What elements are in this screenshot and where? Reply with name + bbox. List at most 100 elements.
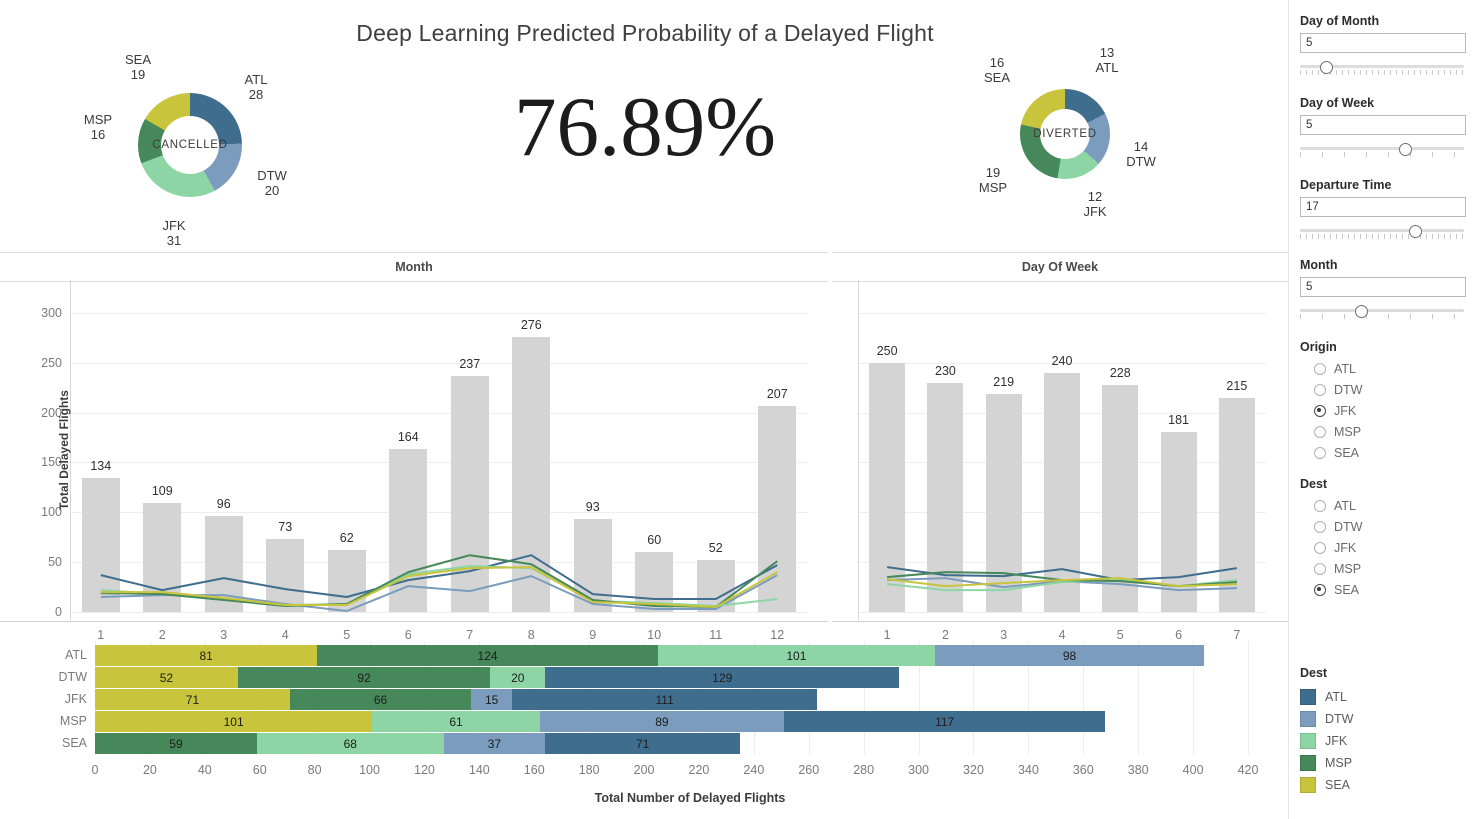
slider-knob[interactable] [1320,61,1333,74]
gridline [70,512,808,514]
donut-ring: DIVERTED [1020,89,1110,179]
gridline [858,612,1266,613]
radio-button[interactable] [1314,446,1326,459]
y-axis-tick: 0 [55,605,62,619]
slider-label: Month [1300,258,1338,272]
stacked-segment-msp[interactable]: 92 [237,667,491,688]
stacked-segment-sea[interactable]: 52 [95,667,238,688]
legend-item-sea[interactable]: SEA [1300,774,1470,796]
x-axis-tick: 5 [343,628,351,642]
radio-option-label: SEA [1334,582,1360,597]
stacked-segment-msp[interactable]: 59 [95,733,257,754]
x-axis-tick: 9 [589,628,597,642]
bar-value-label: 240 [1051,353,1073,368]
slider-value-input[interactable] [1300,197,1466,217]
stacked-segment-dtw[interactable]: 89 [539,711,785,732]
stacked-x-tick: 40 [197,763,212,777]
radio-option-label: DTW [1334,519,1363,534]
radio-button[interactable] [1314,404,1326,417]
stacked-gridline [1193,641,1195,755]
radio-option-dest-msp[interactable]: MSP [1300,558,1470,579]
stacked-x-tick: 100 [359,763,380,777]
stacked-segment-sea[interactable]: 71 [95,689,290,710]
radio-button[interactable] [1314,541,1326,554]
slider-knob[interactable] [1409,225,1422,238]
legend-item-dtw[interactable]: DTW [1300,708,1470,730]
x-axis-line [832,621,1288,622]
stacked-segment-dtw[interactable]: 98 [935,645,1205,666]
donut-slice-name: MSP [83,112,113,127]
stacked-segment-sea[interactable]: 81 [95,645,318,666]
stacked-segment-jfk[interactable]: 20 [490,667,546,688]
bar-value-label: 52 [708,541,723,556]
stacked-bar-row: ATL 81 124 101 98 [65,645,1248,666]
stacked-segment-msp[interactable]: 66 [289,689,472,710]
stacked-segment-dtw[interactable]: 37 [443,733,546,754]
stacked-segment-atl[interactable]: 71 [545,733,741,754]
radio-option-origin-msp[interactable]: MSP [1300,421,1470,442]
radio-option-label: ATL [1334,498,1356,513]
line-series-sea [886,577,1237,588]
bar-value-label: 237 [459,356,481,371]
radio-button[interactable] [1314,383,1326,396]
stacked-segment-atl[interactable]: 117 [784,711,1106,732]
legend-swatch [1300,733,1316,749]
slider-track-area[interactable] [1300,142,1464,160]
slider-value-input[interactable] [1300,115,1466,135]
radio-option-origin-dtw[interactable]: DTW [1300,379,1470,400]
stacked-segment-msp[interactable]: 124 [317,645,658,666]
gridline [858,362,1266,364]
stacked-segment-dtw[interactable]: 15 [471,689,513,710]
x-axis-tick: 5 [1116,628,1124,642]
legend-item-atl[interactable]: ATL [1300,686,1470,708]
stacked-segment-atl[interactable]: 111 [512,689,817,710]
stacked-x-tick: 300 [908,763,929,777]
stacked-x-tick: 200 [633,763,655,777]
slider-track-area[interactable] [1300,60,1464,78]
slider-ticks [1300,152,1464,157]
stacked-segment-atl[interactable]: 129 [545,667,900,688]
donut-slice-name: ATL [244,72,268,87]
line-series-dtw [100,574,778,612]
stacked-x-tick: 80 [307,763,322,777]
legend-item-jfk[interactable]: JFK [1300,730,1470,752]
slider-value-input[interactable] [1300,33,1466,53]
radio-option-dest-dtw[interactable]: DTW [1300,516,1470,537]
stacked-segment-jfk[interactable]: 68 [256,733,444,754]
slider-track [1300,65,1464,68]
radio-option-origin-sea[interactable]: SEA [1300,442,1470,463]
slider-knob[interactable] [1355,305,1368,318]
bar-value-label: 250 [876,343,898,358]
radio-button[interactable] [1314,520,1326,533]
radio-option-dest-sea[interactable]: SEA [1300,579,1470,600]
stacked-x-tick: 140 [468,763,490,777]
stacked-row-label: MSP [59,714,87,728]
radio-option-origin-atl[interactable]: ATL [1300,358,1470,379]
stacked-segment-sea[interactable]: 101 [95,711,373,732]
radio-button[interactable] [1314,562,1326,575]
radio-button[interactable] [1314,425,1326,438]
stacked-segment-jfk[interactable]: 61 [372,711,540,732]
gridline [70,612,808,613]
radio-button[interactable] [1314,583,1326,596]
radio-button[interactable] [1314,362,1326,375]
x-axis-tick: 4 [281,628,289,642]
radio-button[interactable] [1314,499,1326,512]
radio-group-origin: Origin ATL DTW JFK MSP SEA [1300,340,1470,463]
legend-item-msp[interactable]: MSP [1300,752,1470,774]
slider-track-area[interactable] [1300,224,1464,242]
slider-value-input[interactable] [1300,277,1466,297]
stacked-gridline [863,641,865,755]
radio-option-origin-jfk[interactable]: JFK [1300,400,1470,421]
slider-track-area[interactable] [1300,304,1464,322]
stacked-x-axis-title: Total Number of Delayed Flights [594,791,786,805]
radio-option-dest-jfk[interactable]: JFK [1300,537,1470,558]
donut-center-text: DIVERTED [1033,128,1097,140]
slider-knob[interactable] [1399,143,1412,156]
radio-option-dest-atl[interactable]: ATL [1300,495,1470,516]
overlay-line-series [886,566,1238,592]
stacked-segment-jfk[interactable]: 101 [657,645,936,666]
stacked-x-tick: 20 [142,763,157,777]
bar [696,560,735,612]
stacked-x-tick: 320 [963,763,984,777]
